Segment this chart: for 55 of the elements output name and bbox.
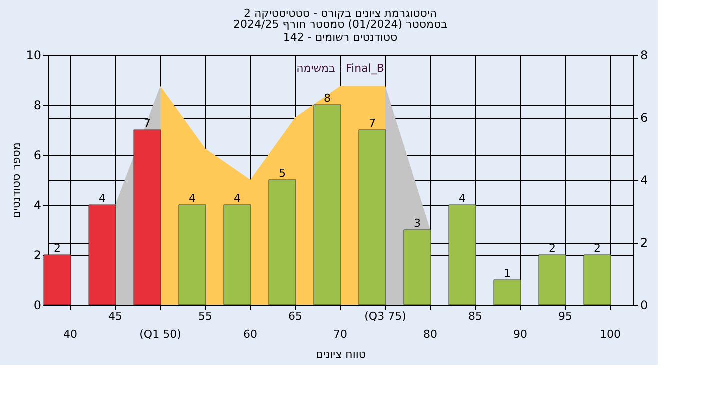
x-tick-label: 70 — [334, 328, 348, 341]
data-label: 7 — [144, 117, 151, 130]
y-tick-label: 6 — [34, 148, 42, 162]
x-tick-label: (Q3 75) — [364, 310, 406, 323]
x-tick-label: 100 — [600, 328, 621, 341]
y-tick-label: 8 — [34, 98, 42, 112]
bar — [404, 230, 432, 306]
x-tick-label: 60 — [244, 328, 258, 341]
bar — [538, 254, 566, 306]
data-label: 4 — [189, 192, 196, 205]
data-label: 5 — [279, 167, 286, 180]
data-label: 2 — [549, 242, 556, 255]
x-tick-label: 55 — [198, 310, 212, 323]
y2-tick-label: 2 — [640, 236, 648, 250]
chart-title: היסטוגרמת ציונים בקורס - סטטיסטיקה 2 — [244, 7, 438, 20]
bar — [358, 130, 386, 306]
bar — [224, 204, 252, 306]
data-label: 7 — [369, 117, 376, 130]
y-tick-label: 10 — [26, 48, 42, 62]
bar — [44, 254, 72, 306]
bar — [178, 204, 206, 306]
data-label: 8 — [324, 92, 331, 105]
y-axis-title: מספר סטודנטים — [10, 142, 24, 218]
x-tick-label: 40 — [64, 328, 78, 341]
chart-subtitle: בסמסטר (01/2024) סמסטר חורף 2024/25 סטודנטים רשומים - 142 — [234, 18, 448, 44]
x-tick-label: 95 — [558, 310, 572, 323]
bar — [314, 104, 342, 306]
y2-tick-label: 4 — [640, 174, 648, 188]
x-tick-label: 90 — [514, 328, 528, 341]
bar — [584, 254, 612, 306]
bar — [268, 180, 296, 306]
data-label: 1 — [504, 267, 511, 280]
bar — [134, 130, 162, 306]
y2-tick-label: 0 — [640, 298, 648, 312]
bar — [494, 280, 522, 306]
bar — [88, 204, 116, 306]
data-label: 4 — [99, 192, 106, 205]
annotation: במשימה : Final_B — [296, 62, 384, 75]
data-label: 2 — [594, 242, 601, 255]
data-label: 2 — [54, 242, 61, 255]
data-label: 4 — [459, 192, 466, 205]
x-tick-label: 45 — [108, 310, 122, 323]
bar — [448, 204, 476, 306]
x-axis-title: טווח ציונים — [316, 348, 366, 361]
y2-tick-label: 6 — [640, 111, 648, 125]
data-label: 4 — [234, 192, 241, 205]
y2-tick-label: 8 — [640, 48, 648, 62]
data-label: 3 — [414, 217, 421, 230]
y-tick-label: 4 — [34, 198, 42, 212]
x-tick-label: 80 — [424, 328, 438, 341]
y-tick-label: 2 — [34, 248, 42, 262]
x-tick-label: 65 — [288, 310, 302, 323]
x-tick-label: 85 — [468, 310, 482, 323]
y-tick-label: 0 — [34, 298, 42, 312]
x-tick-label: (Q1 50) — [140, 328, 182, 341]
